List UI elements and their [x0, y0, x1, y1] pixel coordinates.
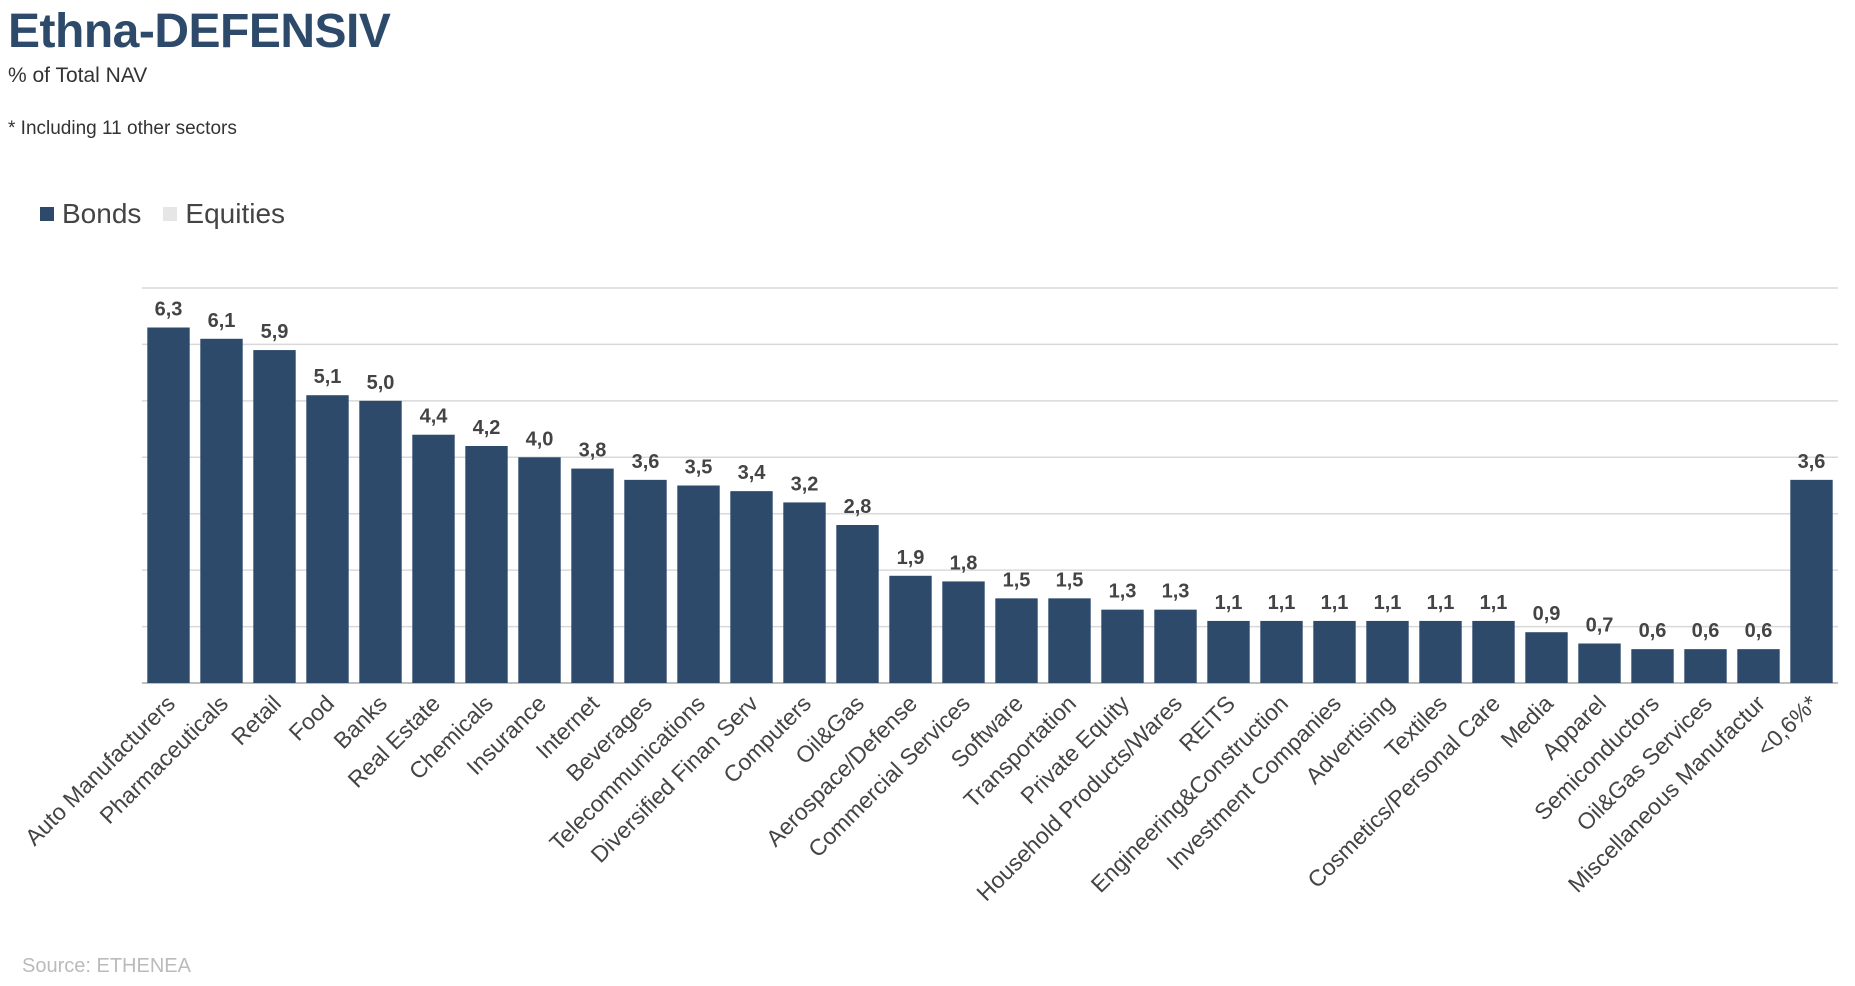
- data-label: 3,8: [579, 440, 607, 462]
- data-label: 1,1: [1321, 592, 1349, 614]
- data-label: 1,3: [1162, 581, 1190, 603]
- bar-bonds: [147, 327, 190, 683]
- data-label: 3,6: [1798, 451, 1826, 473]
- data-label: 3,5: [685, 457, 713, 479]
- data-label: 4,0: [526, 428, 554, 450]
- data-label: 1,8: [950, 552, 978, 574]
- bar-bonds: [889, 575, 932, 683]
- category-label: Retail: [226, 690, 286, 750]
- legend-swatch-bonds: [40, 207, 54, 221]
- bar-bonds: [465, 446, 508, 683]
- bar-bonds: [1525, 632, 1568, 683]
- bar-bonds: [995, 598, 1038, 683]
- data-label: 3,2: [791, 473, 819, 495]
- data-label: 1,1: [1480, 592, 1508, 614]
- bar-bonds: [1419, 620, 1462, 683]
- bar-bonds: [200, 338, 243, 683]
- data-label: 1,1: [1268, 592, 1296, 614]
- bar-bonds: [624, 479, 667, 683]
- bar-bonds: [1101, 609, 1144, 683]
- bar-bonds: [1048, 598, 1091, 683]
- bar-bonds: [1472, 620, 1515, 683]
- bar-bonds: [518, 457, 561, 683]
- legend-label-bonds: Bonds: [62, 198, 142, 229]
- bar-bonds: [1207, 620, 1250, 683]
- bar-bonds: [1313, 620, 1356, 683]
- chart-subtitle: % of Total NAV: [8, 64, 148, 87]
- data-label: 0,6: [1745, 620, 1773, 642]
- category-label: <0,6%*: [1752, 690, 1823, 761]
- chart-title: Ethna-DEFENSIV: [8, 5, 391, 58]
- bar-bonds: [677, 485, 720, 683]
- data-label: 2,8: [844, 496, 872, 518]
- legend-label-equities: Equities: [185, 198, 286, 229]
- bar-bonds: [1260, 620, 1303, 683]
- bar-bonds: [571, 468, 614, 683]
- bar-bonds: [253, 350, 296, 683]
- data-label: 6,3: [155, 299, 183, 321]
- legend-item-equities: Equities: [163, 198, 285, 230]
- data-label: 1,3: [1109, 581, 1137, 603]
- bar-bonds: [942, 581, 985, 683]
- data-label: 1,9: [897, 547, 925, 569]
- chart-footnote: * Including 11 other sectors: [8, 118, 237, 139]
- data-label: 1,1: [1215, 592, 1243, 614]
- bar-bonds: [783, 502, 826, 683]
- data-label: 6,1: [208, 310, 236, 332]
- data-label: 5,0: [367, 372, 395, 394]
- bar-bonds: [412, 434, 455, 683]
- data-label: 5,1: [314, 366, 342, 388]
- legend-item-bonds: Bonds: [40, 198, 141, 230]
- bar-bonds: [1154, 609, 1197, 683]
- data-label: 1,5: [1056, 569, 1084, 591]
- data-label: 0,6: [1692, 620, 1720, 642]
- data-label: 4,4: [420, 406, 449, 428]
- bar-bonds: [359, 400, 402, 683]
- data-label: 5,9: [261, 321, 289, 343]
- data-label: 1,5: [1003, 569, 1031, 591]
- data-label: 3,6: [632, 451, 660, 473]
- data-label: 0,6: [1639, 620, 1667, 642]
- data-label: 4,2: [473, 417, 501, 439]
- bar-bonds: [306, 395, 349, 683]
- source-note: Source: ETHENEA: [22, 955, 191, 977]
- data-label: 1,1: [1374, 592, 1402, 614]
- chart-legend: Bonds Equities: [40, 198, 307, 230]
- bar-bonds: [730, 491, 773, 683]
- legend-swatch-equities: [163, 207, 178, 221]
- bar-bonds: [1684, 649, 1727, 683]
- bar-bonds: [1366, 620, 1409, 683]
- bar-bonds: [1631, 649, 1674, 683]
- bar-bonds: [1578, 643, 1621, 683]
- data-label: 3,4: [738, 462, 767, 484]
- bar-bonds: [1790, 479, 1833, 683]
- data-label: 0,7: [1586, 615, 1614, 637]
- bar-bonds: [836, 525, 879, 683]
- data-label: 0,9: [1533, 603, 1561, 625]
- data-label: 1,1: [1427, 592, 1455, 614]
- bar-bonds: [1737, 649, 1780, 683]
